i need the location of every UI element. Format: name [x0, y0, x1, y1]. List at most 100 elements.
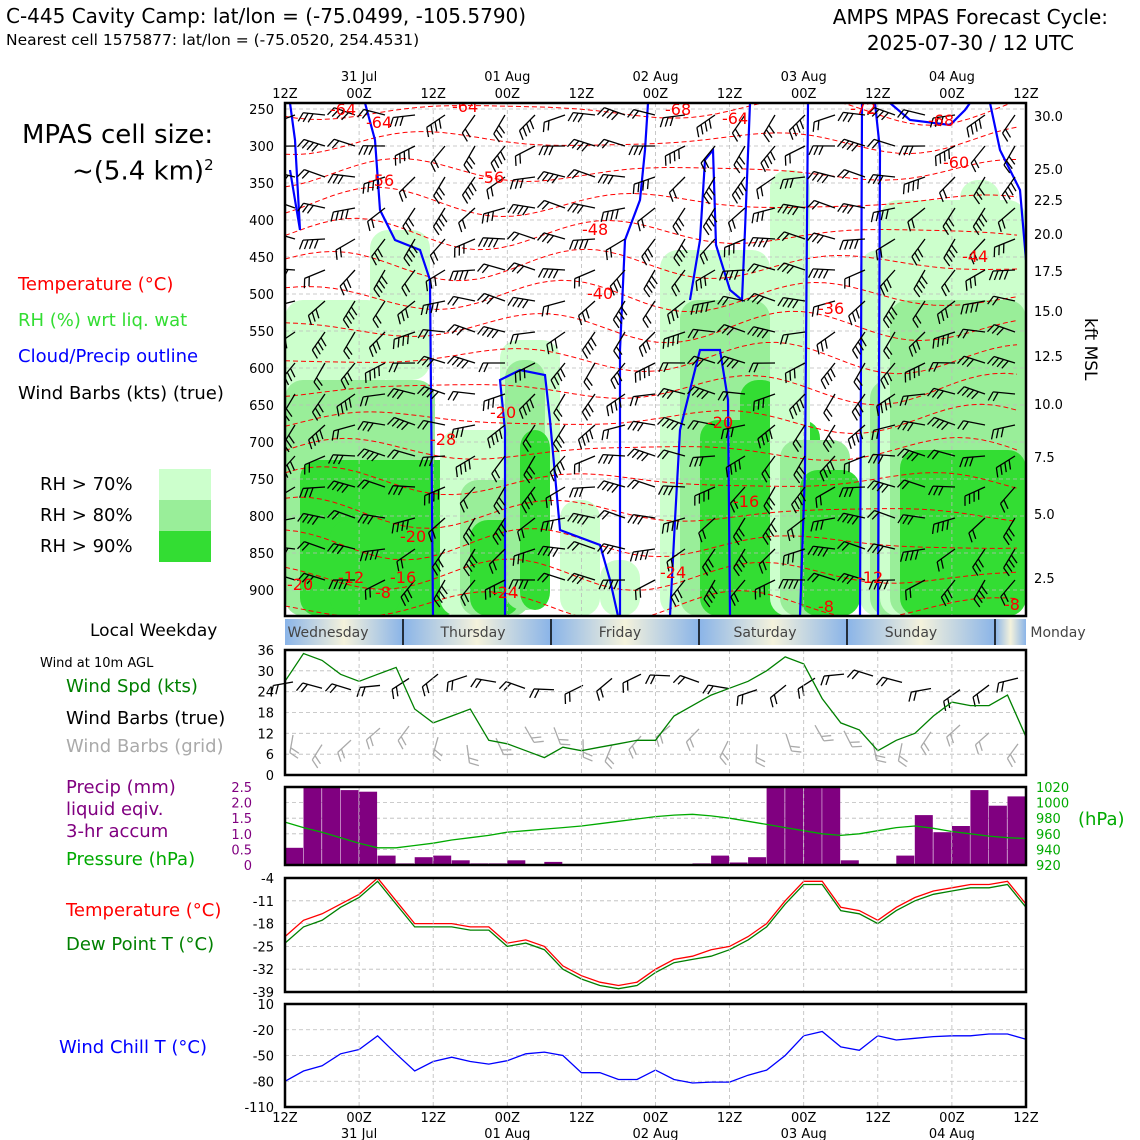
wind-barb — [843, 455, 866, 475]
barb-feather — [692, 421, 699, 430]
barb-staff — [993, 391, 1016, 395]
legend-rh80: RH > 80% — [40, 505, 133, 526]
barb-feather — [687, 420, 694, 429]
barb-staff — [754, 579, 776, 591]
barb-feather — [628, 145, 634, 156]
barb-feather — [487, 438, 491, 449]
wind-barb — [1001, 114, 1016, 142]
barb-feather — [513, 579, 519, 590]
barb-feather — [761, 435, 765, 446]
barb-feather — [275, 305, 281, 315]
barb-feather — [493, 133, 500, 143]
barb-feather — [898, 145, 904, 156]
barb-staff — [543, 268, 566, 271]
barb-feather — [459, 270, 464, 281]
barb-feather — [940, 558, 944, 569]
barb-feather — [890, 306, 898, 316]
barb-feather — [971, 391, 979, 400]
barb-feather — [811, 201, 820, 210]
wind-barb — [610, 362, 626, 390]
wind-barb — [899, 393, 926, 406]
wind-barb — [357, 479, 386, 490]
barb-feather — [644, 252, 651, 262]
barb-staff — [490, 145, 506, 164]
barb-feather — [1001, 681, 1005, 692]
barb-feather — [857, 341, 864, 351]
barb-staff — [969, 238, 986, 256]
barb-staff — [488, 548, 506, 565]
wind-barb-grid — [946, 724, 961, 747]
barb-feather — [314, 755, 321, 765]
barb-staff — [421, 673, 439, 688]
barb-feather — [571, 542, 580, 551]
cloud-outline — [668, 348, 732, 616]
wind-barb — [417, 328, 446, 339]
barb-feather — [747, 237, 754, 247]
barb-feather — [335, 250, 338, 260]
barb-staff — [935, 145, 956, 157]
barb-feather — [642, 319, 649, 329]
barb-feather — [371, 453, 379, 462]
barb-feather — [957, 355, 965, 364]
barb-feather — [359, 551, 364, 562]
wind-ytick: 18 — [257, 707, 274, 722]
barb-staff — [462, 517, 476, 538]
barb-feather — [842, 112, 849, 122]
wind-barb — [546, 331, 566, 355]
wind-barb — [997, 207, 1016, 233]
barb-feather — [993, 270, 999, 281]
barb-feather — [672, 675, 681, 684]
barb-feather — [537, 232, 545, 241]
barb-feather — [311, 516, 319, 525]
barb-feather — [521, 504, 528, 514]
barb-feather — [529, 688, 535, 699]
barb-feather — [286, 371, 293, 382]
weekday-segment — [551, 619, 699, 645]
barb-feather — [908, 691, 912, 702]
wind-ytick: 30 — [257, 665, 274, 680]
barb-feather — [810, 521, 814, 532]
forecast-cycle: AMPS MPAS Forecast Cycle: 2025-07-30 / 1… — [833, 4, 1108, 56]
wind-barb — [538, 145, 566, 156]
barb-feather — [721, 325, 730, 334]
barb-staff — [753, 236, 776, 240]
barb-feather — [495, 531, 502, 541]
barb-staff — [813, 517, 836, 523]
barb-staff — [461, 114, 476, 134]
barb-staff — [843, 138, 866, 147]
wind-barb — [747, 263, 776, 274]
barb-feather — [327, 510, 335, 519]
barb-feather — [797, 496, 803, 506]
barb-feather — [701, 529, 707, 539]
barb-feather — [272, 574, 279, 584]
barb-feather — [675, 253, 683, 263]
barb-feather — [400, 596, 407, 607]
barb-feather — [758, 564, 764, 574]
barb-feather — [672, 335, 675, 346]
barb-feather — [605, 211, 609, 222]
barb-feather — [667, 486, 674, 496]
wind-barb — [902, 176, 926, 195]
barb-feather — [731, 360, 739, 369]
barb-feather — [880, 210, 884, 221]
precip-bar — [285, 847, 303, 865]
barb-feather — [764, 469, 771, 479]
barb-feather — [642, 343, 648, 354]
barb-staff — [393, 485, 416, 488]
barb-feather — [1004, 128, 1012, 138]
wind-barb — [327, 138, 356, 149]
barb-feather — [407, 217, 415, 227]
barb-feather — [687, 329, 694, 339]
top-time-tick: 00Z — [791, 87, 817, 102]
wind-barb — [747, 292, 776, 305]
barb-staff — [483, 393, 506, 402]
barb-feather — [1008, 459, 1012, 470]
barb-feather — [401, 521, 405, 531]
barb-staff — [517, 517, 536, 533]
barb-staff — [972, 548, 986, 568]
barb-feather — [671, 521, 675, 532]
kft-tick-label: 5.0 — [1034, 508, 1055, 523]
wind-barb — [597, 107, 626, 121]
barb-feather — [927, 449, 935, 459]
wind-barb — [477, 237, 506, 248]
